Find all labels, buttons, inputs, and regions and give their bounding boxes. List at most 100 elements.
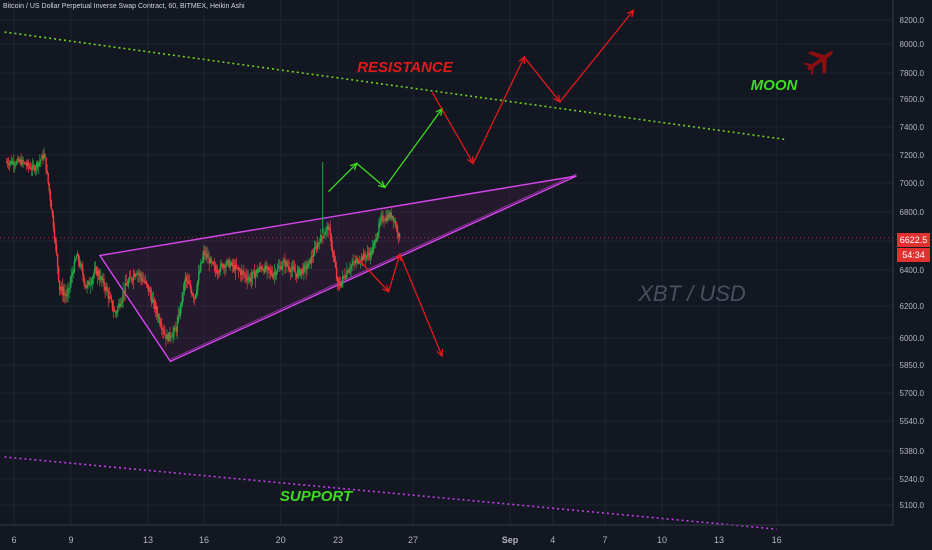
candle-body xyxy=(388,214,390,218)
time-tick-label: 13 xyxy=(714,535,724,545)
candle-body xyxy=(143,280,145,283)
candle-body xyxy=(82,268,84,276)
candle-body xyxy=(5,162,8,163)
airplane-icon xyxy=(803,51,834,76)
candle-body xyxy=(314,246,317,248)
candle-body xyxy=(34,167,37,171)
candle-body xyxy=(292,266,295,269)
candle-body xyxy=(14,164,16,166)
candle-body xyxy=(381,215,383,217)
candle-body xyxy=(226,260,228,265)
candle-body xyxy=(340,285,342,287)
candle-body xyxy=(174,328,176,330)
price-tick-label: 6000.0 xyxy=(900,334,925,343)
candle-body xyxy=(56,253,59,267)
candle-body xyxy=(242,270,244,272)
price-axis[interactable]: 8200.0 8000.0 7800.0 7600.0 7400.0 7200.0 7000… xyxy=(892,0,932,550)
candle-body xyxy=(279,265,281,267)
candle-body xyxy=(28,166,31,168)
moon-arrow-head xyxy=(626,9,635,18)
candle-body xyxy=(60,289,62,291)
candle-body xyxy=(308,259,310,263)
candle-body xyxy=(328,227,330,230)
candle-body xyxy=(249,277,251,282)
candle-body xyxy=(99,277,101,281)
candle-body xyxy=(192,295,195,299)
candle-body xyxy=(54,239,57,244)
candle-body xyxy=(18,158,20,162)
resistance-line xyxy=(4,31,787,141)
candle-body xyxy=(233,264,236,271)
candle-body xyxy=(169,332,171,338)
candle-body xyxy=(223,265,225,269)
candle-body xyxy=(299,268,301,276)
candle-body xyxy=(327,226,329,230)
candle-body xyxy=(300,270,302,276)
time-tick-label: 16 xyxy=(199,535,209,545)
candle-body xyxy=(138,273,140,275)
candle-body xyxy=(152,299,155,301)
candle-body xyxy=(70,275,72,283)
candle-body xyxy=(64,293,66,295)
candle-body xyxy=(368,254,371,258)
candle-body xyxy=(63,293,65,296)
candle-body xyxy=(127,281,130,286)
candle-body xyxy=(247,278,249,281)
candle-body xyxy=(139,274,141,275)
candle-body xyxy=(357,259,359,264)
candle-body xyxy=(91,278,94,284)
candle-body xyxy=(113,310,116,312)
candle-body xyxy=(161,326,163,330)
candle-body xyxy=(358,262,360,264)
candle-body xyxy=(168,332,170,342)
candle-body xyxy=(282,262,284,267)
price-axis-bg xyxy=(893,0,932,550)
candle-body xyxy=(29,167,32,170)
candle-body xyxy=(58,280,61,290)
candle-body xyxy=(304,265,306,267)
candle-body xyxy=(288,266,290,270)
candle-body xyxy=(250,277,252,282)
price-tick-label: 8200.0 xyxy=(900,16,925,25)
time-tick-label: 6 xyxy=(11,535,16,545)
candle-body xyxy=(221,263,223,265)
candle-body xyxy=(200,262,202,271)
candle-body xyxy=(330,234,332,247)
moon-label: MOON xyxy=(751,77,799,94)
time-axis[interactable]: 6 9 13 16 20 23 27 Sep 4 7 10 13 16 xyxy=(0,524,893,545)
candle-body xyxy=(212,262,215,265)
candle-body xyxy=(273,271,276,275)
candle-body xyxy=(312,255,315,257)
candle-body xyxy=(204,250,206,256)
candle-body xyxy=(118,303,120,308)
candle-body xyxy=(286,261,288,266)
candle-body xyxy=(392,215,395,222)
price-tick-label: 7200.0 xyxy=(900,151,925,160)
candle-body xyxy=(80,264,82,267)
candle-body xyxy=(8,162,11,165)
candle-body xyxy=(256,269,259,273)
candle-body xyxy=(61,286,63,290)
candle-body xyxy=(21,159,23,165)
candle-body xyxy=(74,259,77,262)
candle-body xyxy=(170,337,172,339)
candle-body xyxy=(237,267,240,270)
time-tick-label: 13 xyxy=(143,535,153,545)
candle-body xyxy=(348,269,350,273)
candle-body xyxy=(317,242,320,244)
candle-body xyxy=(20,160,22,165)
candle-body xyxy=(96,271,99,275)
candle-body xyxy=(126,285,129,287)
candle-body xyxy=(119,303,121,307)
candle-body xyxy=(291,266,294,270)
support-label: SUPPORT xyxy=(280,488,354,505)
candle-body xyxy=(326,226,328,229)
candle-body xyxy=(73,261,76,273)
candle-body xyxy=(228,260,230,268)
bear-arrow-head xyxy=(436,348,444,358)
candle-body xyxy=(123,291,125,294)
candle-body xyxy=(224,265,226,268)
candle-body xyxy=(264,265,266,273)
candle-body xyxy=(132,274,135,280)
